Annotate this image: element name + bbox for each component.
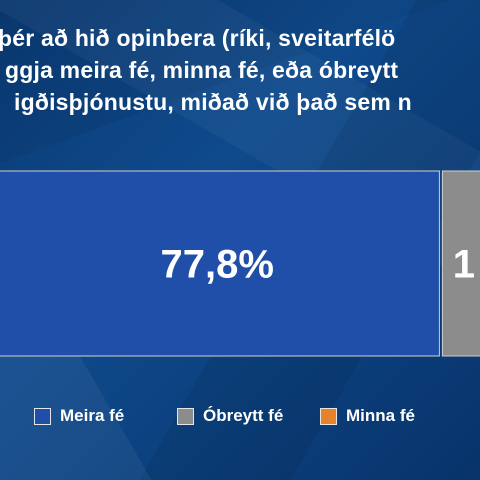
legend-swatch-minna: [320, 407, 337, 425]
data-labels: 77,8% 1: [160, 243, 475, 287]
bar-segment-0: [0, 170, 440, 357]
title-line-1: þér að hið opinbera (ríki, sveitarfélö: [0, 25, 396, 51]
bar-value-label-1: 1: [453, 243, 475, 287]
legend-item-minna: Minna fé: [320, 404, 415, 428]
title-line-3: igðisþjónustu, miðað við það sem n: [14, 89, 412, 115]
legend-item-obreytt: Óbreytt fé: [177, 404, 283, 428]
legend-label-obreytt: Óbreytt fé: [203, 406, 284, 425]
legend: Meira fé Óbreytt fé Minna fé: [0, 404, 480, 428]
legend-swatch-meira: [34, 407, 51, 425]
legend-swatch-obreytt: [177, 407, 194, 425]
legend-item-meira: Meira fé: [34, 404, 124, 428]
bar-value-label-0: 77,8%: [160, 243, 273, 287]
chart-title: þér að hið opinbera (ríki, sveitarfélö g…: [0, 22, 480, 132]
legend-label-minna: Minna fé: [346, 406, 415, 425]
stacked-bar: [0, 170, 480, 357]
bar-segment-1: [441, 170, 480, 357]
legend-label-meira: Meira fé: [60, 406, 125, 425]
title-line-2: ggja meira fé, minna fé, eða óbreytt: [5, 57, 399, 83]
